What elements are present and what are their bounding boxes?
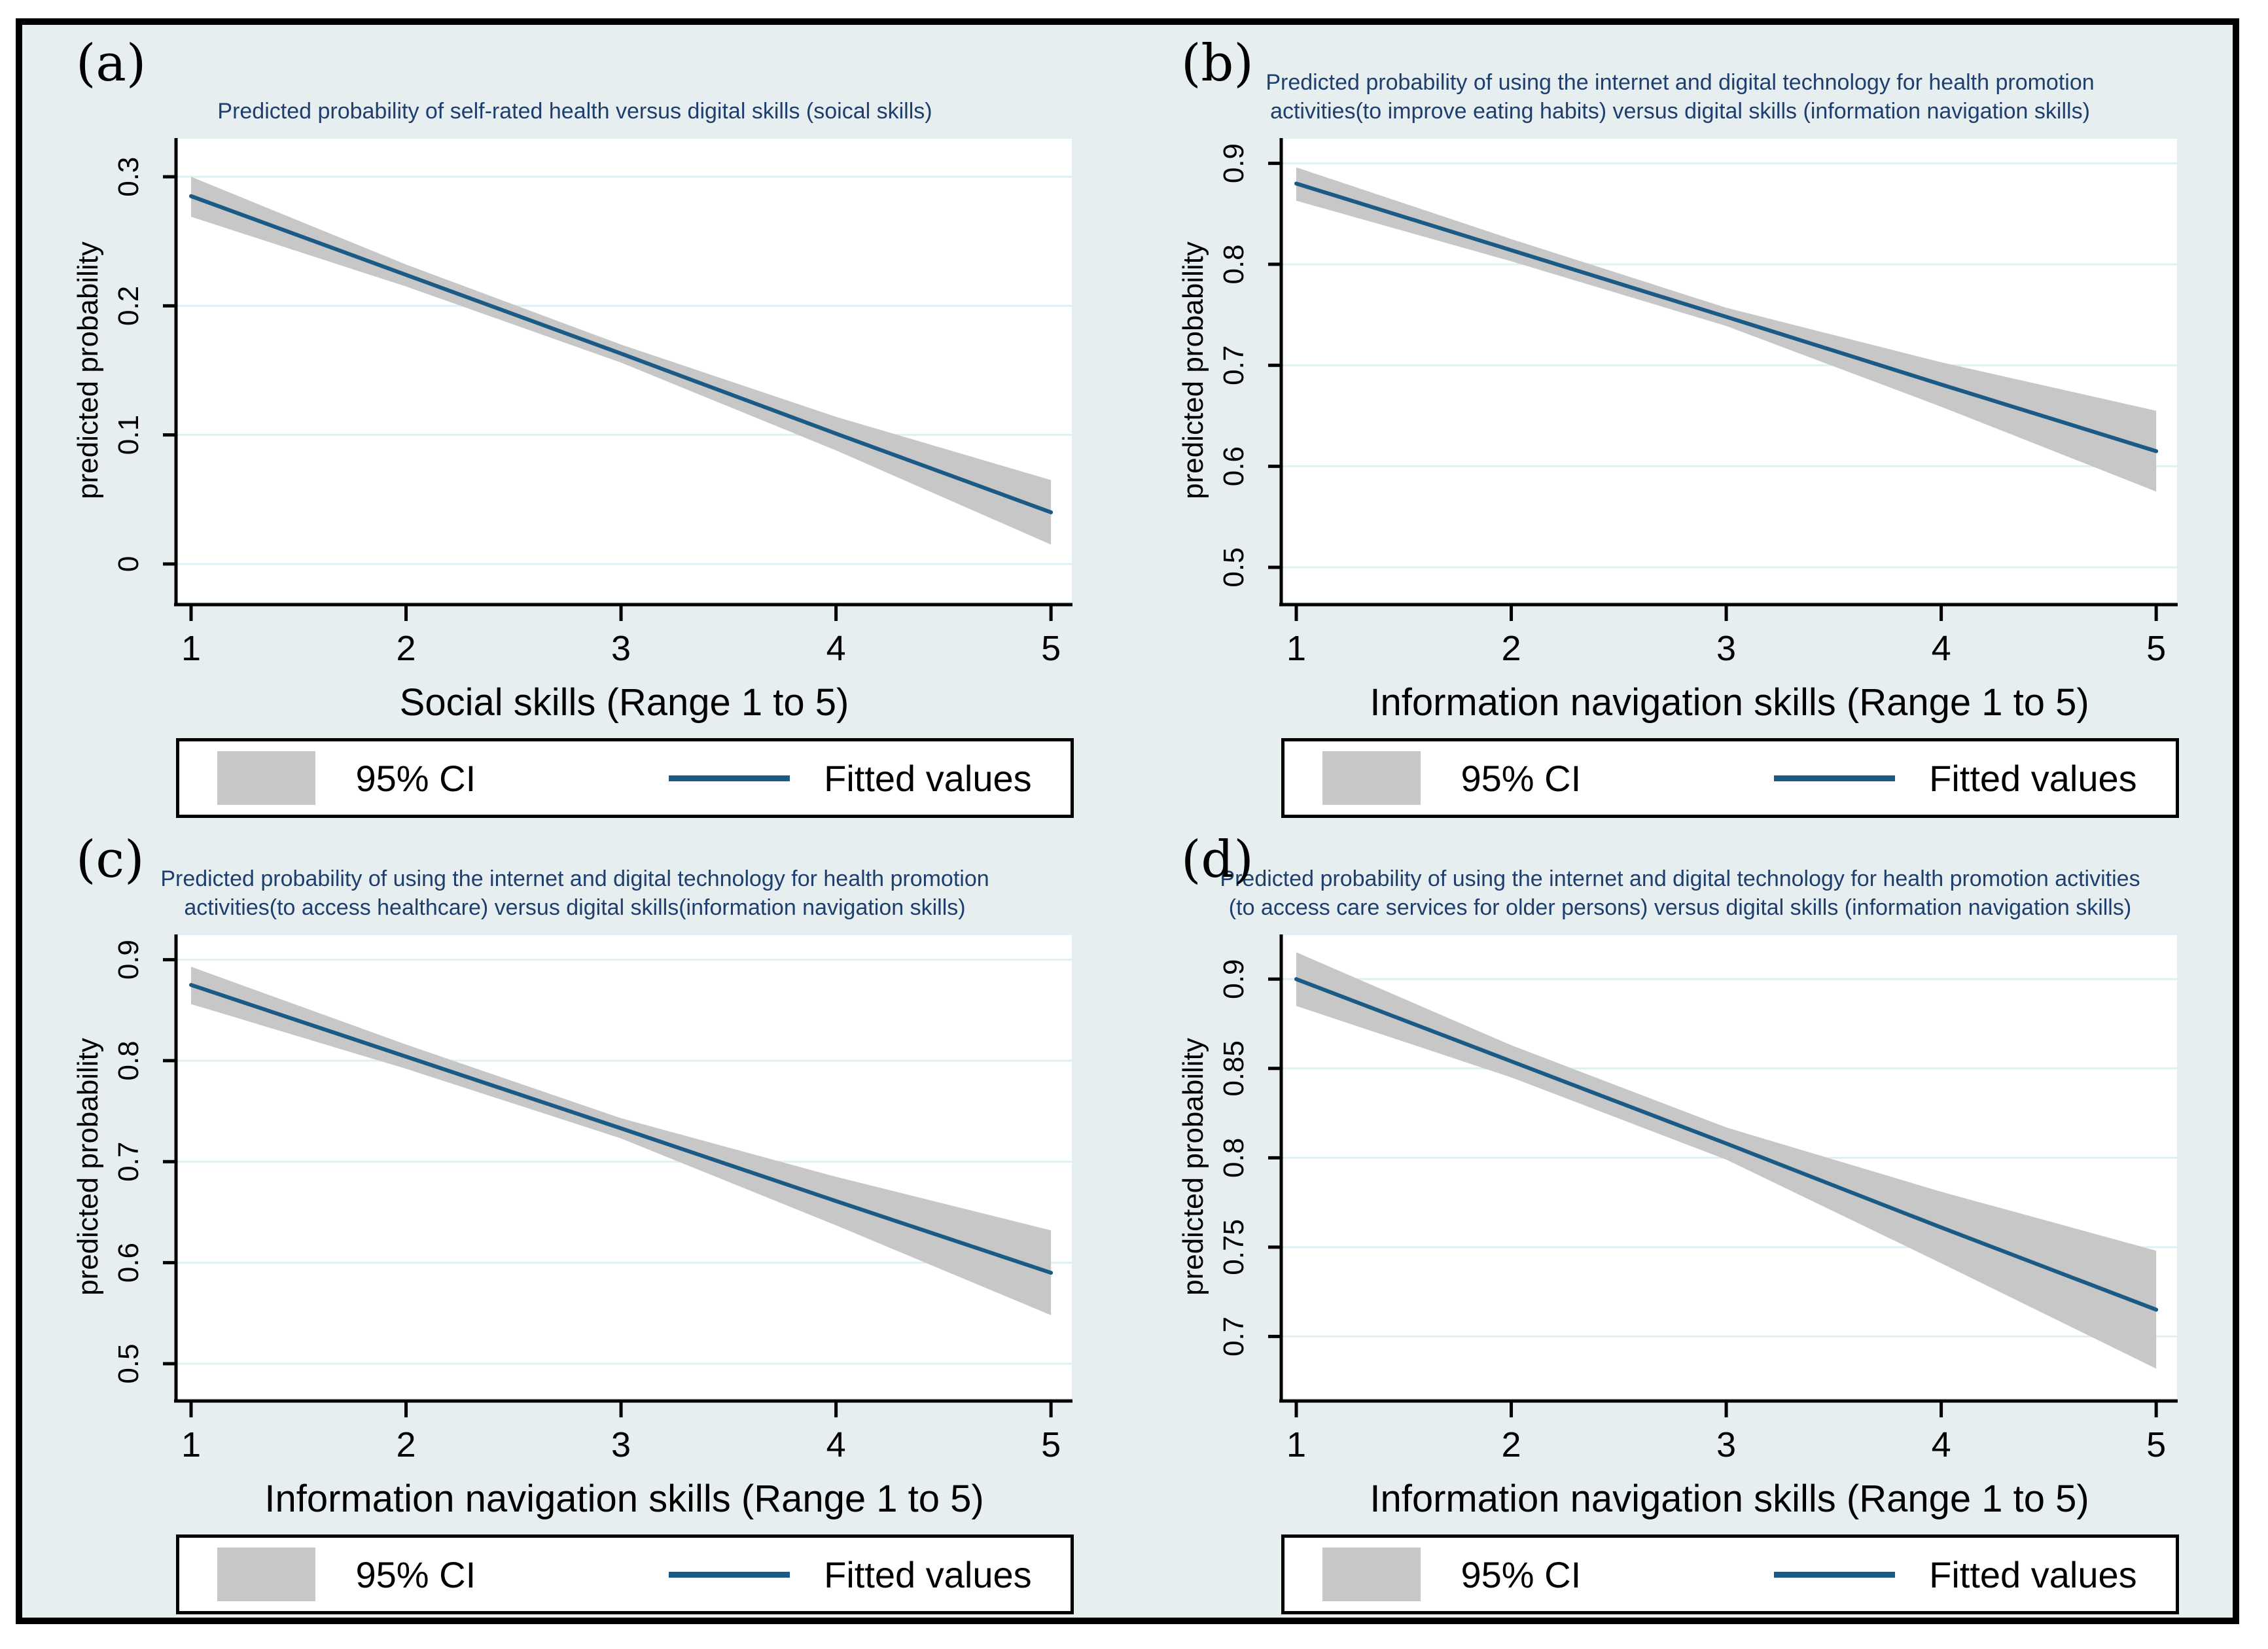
y-tick-label: 0.5 [113, 1343, 145, 1383]
chart-title: Predicted probability of self-rated heal… [217, 98, 932, 124]
y-tick-label: 0.3 [113, 157, 145, 197]
y-tick-label: 0.7 [1218, 346, 1250, 385]
chart-c: 0.5 0.6 0.7 0.8 0.9 1 2 3 4 5 predicted probabilit… [72, 934, 1073, 1520]
legend: 95% CI Fitted values [1281, 738, 2179, 818]
panel-label: (c) [76, 830, 145, 889]
legend-row: 95% CI Fitted values [1177, 738, 2268, 818]
y-tick-label: 0.9 [1218, 959, 1250, 999]
fitted-line-sample [1774, 775, 1896, 781]
x-tick-label: 3 [1716, 629, 1736, 668]
plot-area [175, 934, 1073, 1400]
y-tick-label: 0.75 [1218, 1219, 1250, 1275]
y-tick-label: 0.2 [113, 286, 145, 326]
ci-band-swatch [1322, 1548, 1421, 1601]
fitted-line-sample [1774, 1571, 1896, 1578]
x-tick-label: 2 [396, 1425, 416, 1464]
plot-area [175, 137, 1073, 603]
panel-label: (a) [76, 34, 147, 93]
x-tick-label: 3 [1716, 1425, 1736, 1464]
fitted-line-sample [669, 775, 790, 781]
y-tick-label: 0.9 [1218, 143, 1250, 183]
fitted-line-sample [669, 1571, 790, 1578]
x-axis-label: Information navigation skills (Range 1 t… [1370, 681, 2089, 724]
y-axis-label: predicted probability [1177, 1038, 1209, 1296]
legend: 95% CI Fitted values [1281, 1534, 2179, 1614]
legend-ci-label: 95% CI [1461, 757, 1582, 799]
ci-band [190, 177, 1051, 545]
y-tick-label: 0.1 [113, 415, 145, 455]
legend-ci-label: 95% CI [1461, 1553, 1582, 1595]
ci-band-swatch [217, 1548, 315, 1601]
legend-fitted-label: Fitted values [824, 1553, 1032, 1595]
legend-ci-label: 95% CI [355, 1553, 476, 1595]
fitted-line [1294, 977, 2158, 1312]
y-axis-label: predicted probability [72, 1038, 104, 1296]
x-tick-label: 1 [181, 629, 200, 668]
y-axis-label: predicted probability [1177, 241, 1209, 499]
legend-fitted-label: Fitted values [1929, 1553, 2137, 1595]
fitted-line [188, 983, 1053, 1275]
legend-row: 95% CI Fitted values [72, 738, 1177, 818]
x-tick-label: 2 [1501, 629, 1521, 668]
legend-ci-label: 95% CI [355, 757, 476, 799]
legend-row: 95% CI Fitted values [72, 1534, 1177, 1614]
x-tick-label: 4 [1931, 629, 1951, 668]
chart-b: 0.5 0.6 0.7 0.8 0.9 1 2 3 4 5 predicted probabilit… [1177, 137, 2178, 724]
y-tick-label: 0.85 [1218, 1040, 1250, 1097]
x-tick-label: 2 [1501, 1425, 1521, 1464]
x-tick-label: 5 [2146, 1425, 2166, 1464]
x-tick-label: 5 [2146, 629, 2166, 668]
legend: 95% CI Fitted values [175, 738, 1074, 818]
x-tick-label: 1 [181, 1425, 200, 1464]
x-tick-label: 4 [826, 1425, 845, 1464]
y-tick-label: 0.5 [1218, 547, 1250, 587]
panel-label: (d) [1181, 830, 1254, 889]
y-tick-label: 0.8 [1218, 244, 1250, 284]
ci-band [190, 966, 1051, 1315]
ci-band [1296, 952, 2156, 1369]
panel-c: (c) Predicted probability of using the i… [22, 821, 1127, 1618]
chart-title: Predicted probability of using the inter… [1220, 866, 2140, 920]
panel-label: (b) [1181, 34, 1254, 93]
x-axis-label: Information navigation skills (Range 1 t… [1370, 1478, 2089, 1520]
y-tick-label: 0.7 [113, 1142, 145, 1182]
x-axis-label: Social skills (Range 1 to 5) [399, 681, 849, 724]
figure-frame: (a) Predicted probability of self-rated … [16, 18, 2239, 1624]
y-tick-label: 0.7 [1218, 1317, 1250, 1356]
x-tick-label: 4 [1931, 1425, 1951, 1464]
chart-d: 0.7 0.75 0.8 0.85 0.9 1 2 3 4 5 predicted probabil… [1177, 934, 2178, 1520]
x-tick-label: 3 [611, 629, 631, 668]
x-tick-label: 3 [611, 1425, 631, 1464]
y-tick-label: 0.8 [1218, 1138, 1250, 1178]
fitted-line [188, 194, 1053, 514]
legend: 95% CI Fitted values [175, 1534, 1074, 1614]
legend-fitted-label: Fitted values [1929, 757, 2137, 799]
x-tick-label: 5 [1041, 629, 1061, 668]
chart-a: 0 0.1 0.2 0.3 1 2 3 4 5 predicted probability Soci… [72, 137, 1073, 724]
panel-a: (a) Predicted probability of self-rated … [22, 25, 1127, 821]
x-tick-label: 5 [1041, 1425, 1061, 1464]
y-tick-label: 0 [113, 556, 145, 572]
panel-grid: (a) Predicted probability of self-rated … [22, 25, 2233, 1618]
y-axis-label: predicted probability [72, 241, 104, 499]
x-axis-label: Information navigation skills (Range 1 t… [264, 1478, 983, 1520]
legend-row: 95% CI Fitted values [1177, 1534, 2268, 1614]
ci-band-swatch [217, 751, 315, 805]
y-tick-label: 0.6 [1218, 446, 1250, 486]
x-tick-label: 1 [1286, 629, 1305, 668]
legend-fitted-label: Fitted values [824, 757, 1032, 799]
y-tick-label: 0.8 [113, 1040, 145, 1080]
chart-title: Predicted probability of using the inter… [160, 866, 989, 920]
panel-d: (d) Predicted probability of using the i… [1127, 821, 2233, 1618]
chart-title: Predicted probability of using the inter… [1266, 69, 2095, 124]
fitted-line [1294, 181, 2158, 453]
y-tick-label: 0.9 [113, 940, 145, 980]
ci-band-swatch [1322, 751, 1421, 805]
x-tick-label: 1 [1286, 1425, 1305, 1464]
panel-b: (b) Predicted probability of using the i… [1127, 25, 2233, 821]
x-tick-label: 2 [396, 629, 416, 668]
y-tick-label: 0.6 [113, 1243, 145, 1283]
x-tick-label: 4 [826, 629, 845, 668]
